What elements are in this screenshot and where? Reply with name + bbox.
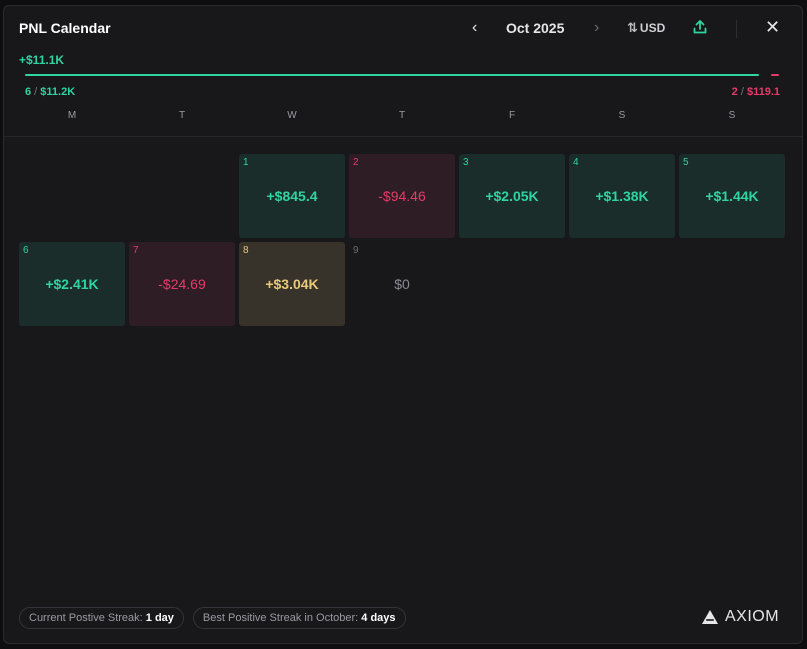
swap-arrows-icon: ⇅ — [627, 20, 638, 35]
win-separator: / — [31, 86, 41, 98]
total-pnl: +$11.1K — [19, 53, 65, 67]
calendar-day-5[interactable]: 5 +$1.44K — [679, 154, 785, 238]
day-number: 8 — [243, 245, 249, 256]
axiom-logo-icon — [702, 610, 718, 624]
calendar-day-4[interactable]: 4 +$1.38K — [569, 154, 675, 238]
current-streak-label: Current Postive Streak: — [29, 612, 143, 624]
pnl-calendar-modal: PNL Calendar ‹ Oct 2025 › ⇅ USD ✕ +$11.1… — [3, 5, 803, 644]
share-upload-icon[interactable] — [692, 19, 708, 35]
day-pnl: $0 — [394, 276, 410, 292]
current-month-label: Oct 2025 — [506, 20, 565, 36]
day-number: 1 — [243, 157, 249, 168]
best-streak-label: Best Positive Streak in October: — [202, 612, 359, 624]
loss-days-count: 2 — [731, 86, 738, 98]
day-number: 3 — [463, 157, 469, 168]
day-number: 9 — [353, 245, 359, 256]
header-divider — [736, 20, 737, 38]
win-bar-segment — [25, 74, 759, 76]
best-streak-value: 4 days — [361, 612, 396, 624]
day-pnl: -$94.46 — [378, 188, 426, 204]
weekday-label: M — [67, 110, 77, 121]
calendar-day-6[interactable]: 6 +$2.41K — [19, 242, 125, 326]
win-loss-ratio-bar — [25, 74, 779, 77]
current-streak-value: 1 day — [145, 612, 174, 624]
day-pnl: +$1.44K — [705, 188, 759, 204]
win-days-count: 6 — [25, 86, 32, 98]
axiom-brand: AXIOM — [701, 608, 779, 626]
day-pnl: +$2.41K — [45, 276, 99, 292]
win-days-amount: $11.2K — [40, 86, 76, 98]
loss-separator: / — [737, 86, 747, 98]
loss-days-stat: 2 / $119.1 — [732, 86, 780, 98]
modal-title: PNL Calendar — [19, 20, 111, 36]
currency-toggle-button[interactable]: ⇅ USD — [627, 20, 665, 36]
day-pnl: +$3.04K — [265, 276, 319, 292]
prev-month-button[interactable]: ‹ — [472, 19, 478, 36]
weekday-label: S — [728, 110, 736, 121]
loss-days-amount: $119.1 — [746, 86, 780, 98]
day-pnl: +$1.38K — [595, 188, 649, 204]
calendar-day-8[interactable]: 8 +$3.04K — [239, 242, 345, 326]
next-month-button[interactable]: › — [594, 19, 600, 36]
calendar-day-7[interactable]: 7 -$24.69 — [129, 242, 235, 326]
weekday-label: W — [287, 110, 297, 121]
brand-name: AXIOM — [725, 608, 780, 625]
calendar-day-9[interactable]: 9 $0 — [349, 242, 455, 326]
day-pnl: +$2.05K — [485, 188, 539, 204]
day-number: 5 — [683, 157, 689, 168]
day-number: 6 — [23, 245, 29, 256]
streak-pills: Current Postive Streak: 1 day Best Posit… — [19, 607, 406, 629]
weekday-label: T — [178, 110, 186, 121]
close-button[interactable]: ✕ — [765, 17, 781, 37]
weekday-header: M T W T F S S — [17, 110, 787, 121]
calendar-day-1[interactable]: 1 +$845.4 — [239, 154, 345, 238]
day-number: 2 — [353, 157, 359, 168]
day-number: 7 — [133, 245, 139, 256]
calendar-day-2[interactable]: 2 -$94.46 — [349, 154, 455, 238]
currency-label: USD — [639, 21, 666, 35]
day-pnl: +$845.4 — [266, 188, 318, 204]
current-streak-badge: Current Postive Streak: 1 day — [19, 607, 184, 629]
day-number: 4 — [573, 157, 579, 168]
win-days-stat: 6 / $11.2K — [25, 86, 75, 98]
best-streak-badge: Best Positive Streak in October: 4 days — [192, 607, 406, 629]
weekday-label: T — [398, 110, 406, 121]
loss-bar-segment — [771, 74, 779, 76]
calendar-divider — [4, 136, 802, 137]
weekday-label: S — [618, 110, 626, 121]
day-pnl: -$24.69 — [158, 276, 206, 292]
weekday-label: F — [508, 110, 516, 121]
calendar-day-3[interactable]: 3 +$2.05K — [459, 154, 565, 238]
